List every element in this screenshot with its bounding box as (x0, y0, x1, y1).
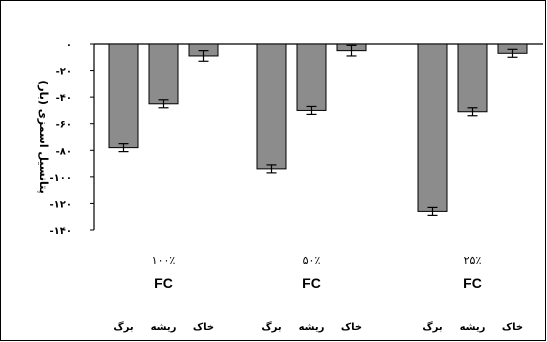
y-tick-label: -۱۰۰ (50, 173, 72, 184)
category-labels: برگ ریشه خاک ۱۰۰٪ FC برگ ریشه خاک ۵۰٪ FC برگ ریشه خا… (113, 254, 523, 333)
y-tick-label: -۱۴۰ (50, 226, 72, 237)
group-fc-label: FC (463, 275, 482, 291)
y-tick-label: ۰ (66, 40, 72, 51)
bar (148, 43, 179, 105)
bar (296, 43, 327, 111)
y-tick-label: -۲۰ (56, 67, 72, 78)
category-label: خاک (341, 322, 362, 333)
category-label: برگ (422, 320, 442, 333)
category-label: ریشه (299, 322, 325, 333)
category-label: برگ (113, 320, 133, 333)
y-tick-label: -۸۰ (56, 146, 72, 157)
group-percent-label: ۵۰٪ (303, 254, 321, 267)
category-label: ریشه (151, 322, 177, 333)
category-label: خاک (502, 322, 523, 333)
group-percent-label: ۱۰۰٪ (152, 254, 176, 267)
group-percent-label: ۲۵٪ (464, 254, 482, 267)
bar (108, 43, 139, 149)
group-fc-label: FC (302, 275, 321, 291)
y-tick-label: -۶۰ (56, 120, 72, 131)
bar (256, 43, 287, 170)
category-label: خاک (193, 322, 214, 333)
bar (457, 43, 488, 113)
group-fc-label: FC (154, 275, 173, 291)
category-label: ریشه (460, 322, 486, 333)
bar (417, 43, 448, 212)
y-axis-label: پتانسیل اسمزی (بار) (37, 80, 50, 194)
y-tick-label: -۱۲۰ (50, 199, 72, 210)
bars (108, 43, 528, 216)
category-label: برگ (261, 320, 281, 333)
y-tick-label: -۴۰ (56, 93, 72, 104)
